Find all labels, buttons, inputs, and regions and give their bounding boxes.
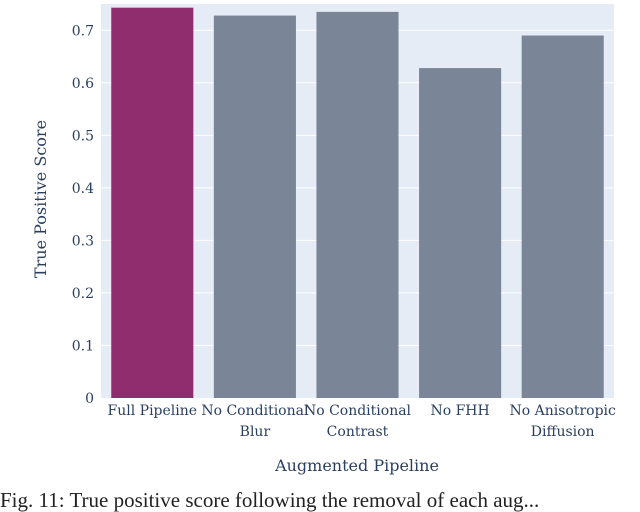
bar — [521, 35, 604, 399]
y-tick-label: 0.5 — [72, 128, 94, 144]
y-tick-label: 0.1 — [72, 338, 94, 354]
y-tick-label: 0.6 — [72, 76, 94, 92]
y-axis-title: True Positive Score — [31, 120, 50, 278]
x-tick-label: Contrast — [327, 424, 389, 440]
bar — [419, 68, 502, 398]
y-tick-label: 0 — [85, 391, 94, 407]
bar — [213, 15, 296, 398]
x-tick-label: Full Pipeline — [108, 403, 198, 419]
y-tick-labels: 0 0.1 0.2 0.3 0.4 0.5 0.6 0.7 — [72, 23, 94, 407]
x-tick-label: No Conditional — [201, 403, 309, 419]
y-tick-label: 0.3 — [72, 233, 94, 249]
x-tick-label: Diffusion — [531, 424, 595, 440]
y-tick-label: 0.7 — [72, 23, 94, 39]
x-tick-label: No Conditional — [304, 403, 412, 419]
figure-caption: Fig. 11: True positive score following t… — [0, 488, 540, 512]
x-axis-title: Augmented Pipeline — [274, 456, 439, 475]
y-tick-label: 0.4 — [72, 181, 94, 197]
bar-chart: 00.10.20.30.40.50.60.7 Full Pipeline No C… — [31, 4, 617, 475]
bar — [316, 11, 399, 398]
x-tick-label: Blur — [240, 424, 271, 440]
bar — [111, 7, 194, 398]
y-tick-label: 0.2 — [72, 286, 94, 302]
x-tick-label: No Anisotropic — [510, 403, 617, 419]
x-tick-label: No FHH — [430, 403, 489, 419]
bars — [111, 7, 604, 399]
